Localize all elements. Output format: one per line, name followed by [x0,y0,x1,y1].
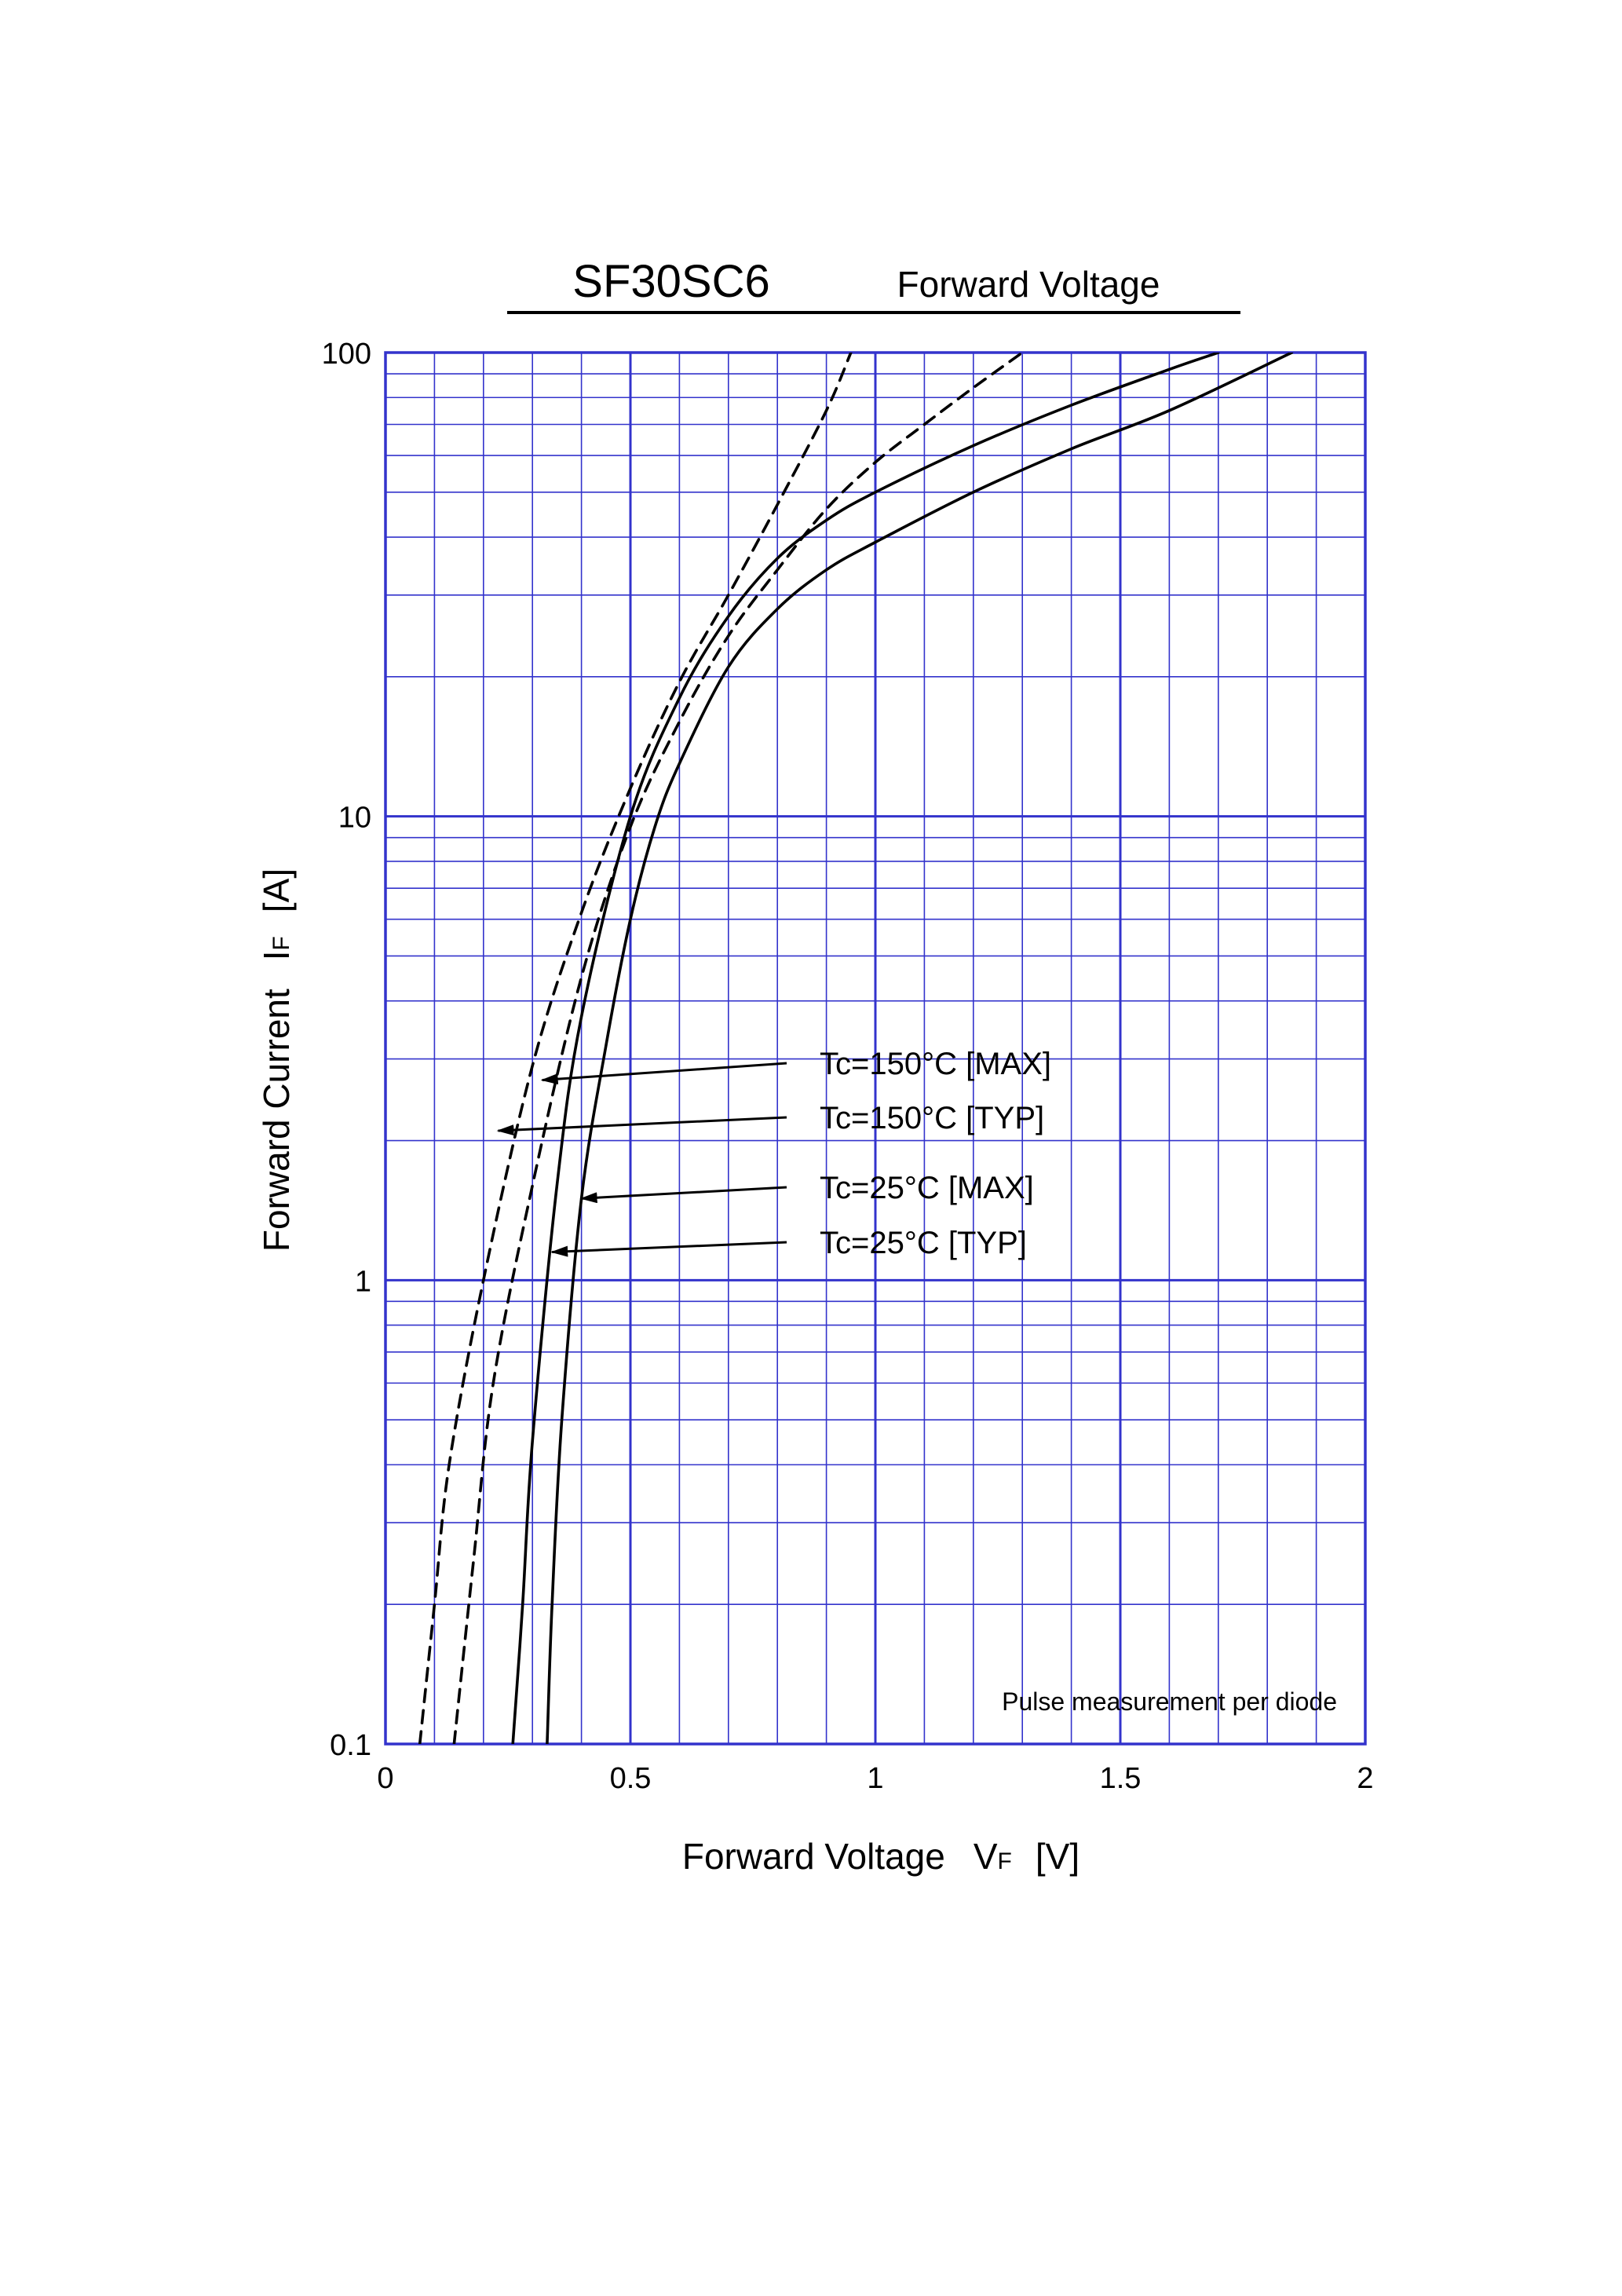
series-annotations: Tc=150°C [MAX] Tc=150°C [TYP] Tc=25°C [MAX… [496,1047,1051,1260]
annotation-arrow [496,1116,787,1136]
x-tick-label: 1 [867,1762,883,1795]
x-tick-label: 1.5 [1100,1762,1142,1795]
series-line-tc-150-c-max [418,353,853,1744]
x-tick-label: 0 [377,1762,393,1795]
annotation-arrow [540,1062,787,1085]
series-line-tc-150-c-typ [452,353,1024,1744]
annotation-label: Tc=150°C [TYP] [820,1101,1044,1135]
y-axis-label-unit: [A] [256,868,297,912]
series-group [418,353,1294,1744]
y-axis-label-subscript: F [269,936,294,950]
measurement-note: Pulse measurement per diode [1002,1687,1337,1716]
y-tick-label: 100 [322,338,371,371]
y-axis-label-text: Forward Current [256,989,297,1252]
y-axis-label-symbol: I [256,950,297,960]
chart-title: SF30SC6 [572,256,769,307]
plot-grid [384,351,1367,1746]
x-axis-label-text: Forward Voltage [682,1836,945,1877]
annotation-label: Tc=25°C [MAX] [820,1171,1034,1205]
x-axis-label-unit: [V] [1036,1836,1080,1877]
y-tick-label: 0.1 [330,1729,371,1762]
x-axis-label-symbol: V [974,1836,998,1877]
x-tick-label: 0.5 [610,1762,652,1795]
annotation-label: Tc=150°C [MAX] [820,1047,1051,1081]
y-tick-label: 10 [338,802,371,835]
x-axis-label: Forward Voltage VF [V] [682,1836,1080,1877]
y-tick-label: 1 [355,1265,371,1298]
tick-labels: 0 0.5 1 1.5 2 0.1 1 10 100 [322,338,1374,1795]
y-axis-label: Forward Current IF [A] [256,868,297,1252]
x-axis-label-subscript: F [998,1848,1012,1874]
annotation-arrow [550,1241,787,1257]
annotation-arrow [579,1186,787,1204]
series-line-tc-25-c-max [511,353,1220,1744]
x-tick-label: 2 [1357,1762,1373,1795]
plot-frame [384,351,1367,1746]
annotation-label: Tc=25°C [TYP] [820,1226,1027,1260]
series-line-tc-25-c-typ [546,353,1294,1744]
chart-subtitle: Forward Voltage [897,264,1160,305]
